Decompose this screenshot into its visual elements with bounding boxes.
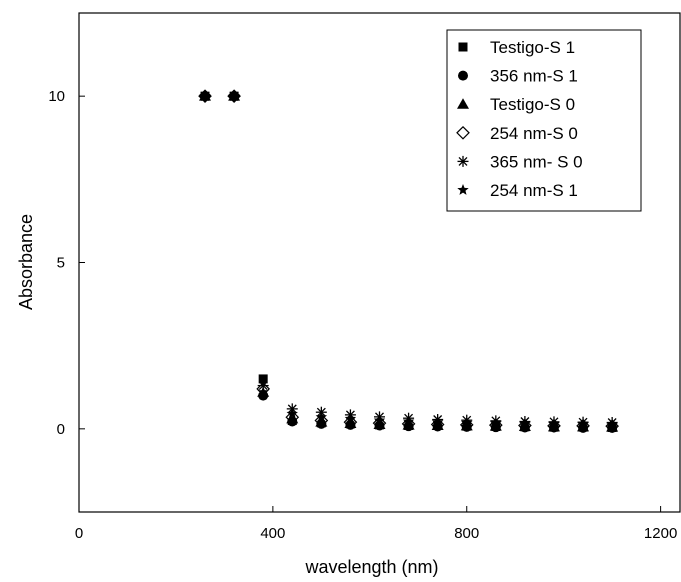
legend-label: 356 nm-S 1	[490, 67, 578, 86]
data-point	[258, 390, 269, 401]
data-point	[519, 422, 530, 433]
legend-marker	[457, 98, 469, 109]
data-points	[198, 89, 619, 434]
data-point	[490, 422, 501, 433]
legend-label: 254 nm-S 0	[490, 124, 578, 143]
legend-marker	[456, 125, 470, 140]
data-point	[315, 406, 327, 418]
legend-label: Testigo-S 0	[490, 95, 575, 114]
data-point	[607, 422, 618, 433]
x-axis-label: wavelength (nm)	[304, 557, 438, 577]
legend-label: 254 nm-S 1	[490, 181, 578, 200]
data-point	[316, 418, 327, 429]
legend: Testigo-S 1 356 nm-S 1 Testigo-S 0 254 nm-S…	[446, 29, 642, 212]
data-point	[461, 421, 472, 432]
x-tick-label: 0	[75, 525, 83, 542]
legend-label: Testigo-S 1	[490, 38, 575, 57]
data-point	[286, 403, 298, 415]
x-tick-label: 1200	[644, 525, 677, 542]
legend-marker	[457, 184, 469, 195]
y-tick-label: 0	[57, 421, 65, 438]
x-tick-label: 800	[454, 525, 479, 542]
data-point	[200, 91, 211, 102]
data-point	[229, 91, 240, 102]
data-point	[258, 374, 268, 384]
axis-ticks: 0 400 800 1200 0 5 10	[48, 88, 677, 542]
y-tick-label: 10	[48, 88, 65, 105]
data-point	[345, 419, 356, 430]
data-point	[403, 421, 414, 432]
legend-box	[446, 29, 642, 212]
legend-label: 365 nm- S 0	[490, 152, 583, 171]
legend-marker	[458, 70, 468, 81]
y-axis-label: Absorbance	[16, 214, 36, 310]
legend-marker	[458, 42, 468, 52]
data-point	[374, 420, 385, 431]
data-point	[432, 421, 443, 432]
data-point	[287, 416, 298, 427]
y-tick-label: 5	[57, 255, 65, 272]
data-point	[344, 409, 356, 421]
data-point	[578, 422, 589, 433]
legend-marker	[457, 155, 469, 167]
data-point	[548, 422, 559, 433]
x-tick-label: 400	[260, 525, 285, 542]
data-point	[257, 380, 269, 392]
